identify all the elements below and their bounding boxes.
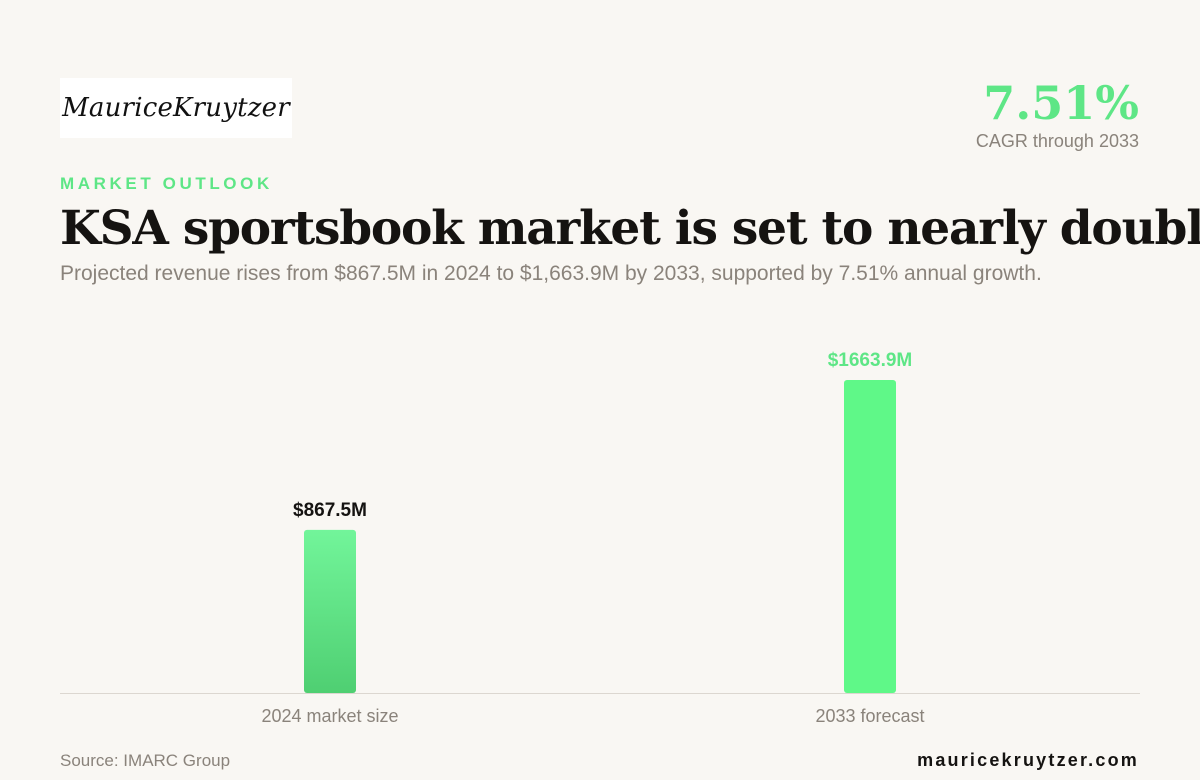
kpi-label: CAGR through 2033 [975, 131, 1139, 151]
source-note: Source: IMARC Group [60, 751, 231, 770]
brand-logo: MauriceKruytzer [60, 78, 292, 138]
page-subtitle: Projected revenue rises from $867.5M in … [60, 262, 1042, 285]
section-eyebrow: MARKET OUTLOOK [60, 174, 273, 193]
kpi-value: 7.51% [983, 76, 1139, 130]
bar-2024 [304, 529, 356, 693]
brand-logo-text: MauriceKruytzer [62, 93, 290, 123]
kpi-callout: 7.51% CAGR through 2033 [976, 76, 1139, 152]
category-label-2033: 2033 forecast [815, 706, 924, 726]
bar-2033 [844, 380, 896, 693]
data-label-2033: $1663.9M [828, 350, 913, 371]
page-title: KSA sportsbook market is set to nearly d… [60, 201, 1200, 256]
data-label-2024: $867.5M [293, 500, 367, 521]
website-url: mauricekruytzer.com [917, 750, 1139, 770]
category-label-2024: 2024 market size [261, 706, 398, 726]
